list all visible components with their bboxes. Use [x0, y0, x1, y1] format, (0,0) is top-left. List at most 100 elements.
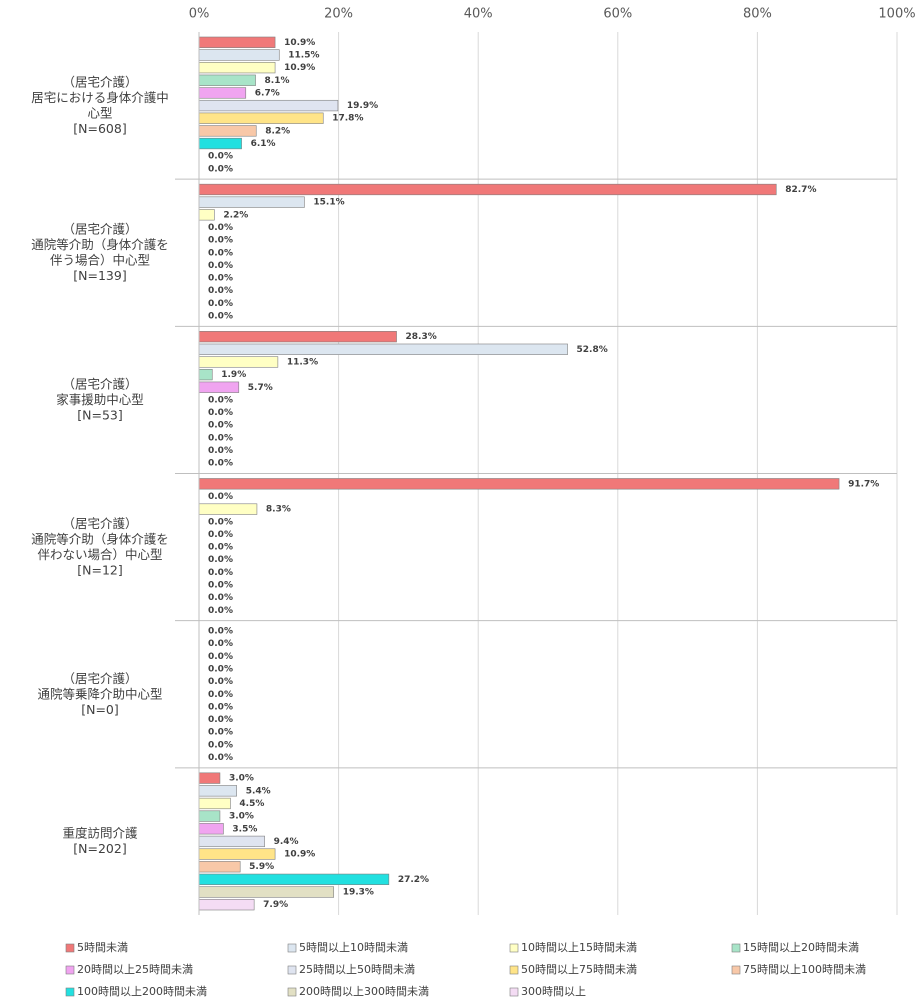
- bar: [198, 861, 241, 873]
- x-tick-label: 80%: [743, 7, 772, 22]
- data-label: 0.0%: [208, 395, 233, 405]
- bar: [198, 848, 276, 860]
- bar: [198, 368, 213, 381]
- legend-label: 15時間以上20時間未満: [743, 941, 859, 954]
- data-label: 10.9%: [284, 63, 315, 73]
- bar: [198, 99, 339, 112]
- data-label: 6.1%: [251, 139, 276, 149]
- x-tick-label: 40%: [464, 7, 493, 22]
- data-label: 0.0%: [208, 753, 233, 763]
- category-line: [N=53]: [77, 407, 122, 422]
- category-line: 通院等介助（身体介護を: [31, 531, 169, 546]
- data-label: 17.8%: [332, 114, 363, 124]
- data-label: 0.0%: [208, 421, 233, 431]
- data-label: 3.0%: [229, 774, 254, 784]
- category-line: [N=608]: [73, 120, 126, 135]
- bar: [198, 886, 335, 898]
- data-label: 9.4%: [274, 837, 299, 847]
- bar: [198, 343, 568, 355]
- category-line: 家事援助中心型: [56, 391, 144, 406]
- data-label: 0.0%: [208, 459, 233, 469]
- data-label: 10.9%: [284, 38, 315, 48]
- data-label: 0.0%: [208, 164, 233, 174]
- data-label: 0.0%: [208, 690, 233, 700]
- category-line: （居宅介護）: [62, 74, 137, 89]
- category-line: （居宅介護）: [62, 376, 137, 391]
- data-label: 19.9%: [347, 101, 378, 111]
- bar: [198, 478, 840, 490]
- data-label: 0.0%: [208, 223, 233, 233]
- legend-label: 100時間以上200時間未満: [77, 985, 207, 998]
- bar: [198, 87, 247, 99]
- data-label: 0.0%: [208, 433, 233, 443]
- data-label: 0.0%: [208, 702, 233, 712]
- legend-swatch: [65, 987, 75, 997]
- x-tick-label: 60%: [603, 7, 632, 22]
- data-label: 0.0%: [208, 517, 233, 527]
- data-label: 0.0%: [208, 492, 233, 502]
- data-label: 0.0%: [208, 274, 233, 284]
- data-label: 0.0%: [208, 639, 233, 649]
- data-label: 0.0%: [208, 299, 233, 309]
- bar: [198, 112, 324, 124]
- data-label: 0.0%: [208, 715, 233, 725]
- bar: [198, 209, 215, 221]
- bar: [198, 785, 237, 797]
- y-tick-label: （居宅介護）通院等乗降介助中心型[N=0]: [37, 670, 162, 716]
- legend-swatch: [509, 987, 519, 997]
- y-tick-label: （居宅介護）通院等介助（身体介護を伴わない場合）中心型[N=12]: [31, 515, 169, 577]
- data-label: 4.5%: [239, 799, 264, 809]
- legend-label: 200時間以上300時間未満: [299, 985, 429, 998]
- data-label: 0.0%: [208, 626, 233, 636]
- data-label: 0.0%: [208, 286, 233, 296]
- bar: [198, 196, 305, 208]
- data-label: 1.9%: [221, 370, 246, 380]
- data-label: 5.7%: [248, 383, 273, 393]
- legend-swatch: [731, 965, 741, 975]
- data-label: 15.1%: [313, 198, 344, 208]
- category-line: [N=0]: [81, 701, 119, 716]
- data-label: 0.0%: [208, 408, 233, 418]
- bar: [198, 36, 276, 48]
- category-line: [N=12]: [77, 562, 122, 577]
- bar: [198, 331, 397, 343]
- category-line: （居宅介護）: [62, 670, 137, 685]
- category-line: 通院等介助（身体介護を: [31, 237, 169, 252]
- category-line: 伴う場合）中心型: [50, 252, 150, 267]
- legend-label: 5時間以上10時間未満: [299, 941, 408, 954]
- data-label: 0.0%: [208, 248, 233, 258]
- data-label: 2.2%: [223, 210, 248, 220]
- data-label: 8.2%: [265, 126, 290, 136]
- bar: [198, 74, 256, 86]
- data-label: 0.0%: [208, 312, 233, 322]
- data-label: 82.7%: [785, 185, 816, 195]
- data-label: 0.0%: [208, 446, 233, 456]
- legend-swatch: [509, 943, 519, 953]
- y-tick-label: （居宅介護）通院等介助（身体介護を伴う場合）中心型[N=139]: [31, 221, 169, 283]
- data-label: 0.0%: [208, 728, 233, 738]
- legend-label: 25時間以上50時間未満: [299, 963, 415, 976]
- data-label: 0.0%: [208, 740, 233, 750]
- bar: [198, 873, 390, 885]
- category-line: 通院等乗降介助中心型: [37, 686, 162, 701]
- bar: [198, 381, 240, 393]
- category-line: [N=202]: [73, 841, 126, 856]
- category-line: （居宅介護）: [62, 515, 137, 530]
- bar: [198, 899, 255, 911]
- x-tick-label: 100%: [878, 7, 915, 22]
- category-line: 心型: [87, 105, 112, 120]
- category-line: [N=139]: [73, 268, 126, 283]
- legend-swatch: [287, 943, 297, 953]
- category-line: （居宅介護）: [62, 221, 137, 236]
- legend-swatch: [65, 943, 75, 953]
- data-label: 0.0%: [208, 152, 233, 162]
- bar: [198, 797, 231, 810]
- bar: [198, 356, 279, 368]
- bar: [198, 49, 280, 61]
- data-label: 10.9%: [284, 850, 315, 860]
- legend-label: 5時間未満: [77, 941, 128, 954]
- data-label: 0.0%: [208, 543, 233, 553]
- data-label: 0.0%: [208, 581, 233, 591]
- legend-label: 20時間以上25時間未満: [77, 963, 193, 976]
